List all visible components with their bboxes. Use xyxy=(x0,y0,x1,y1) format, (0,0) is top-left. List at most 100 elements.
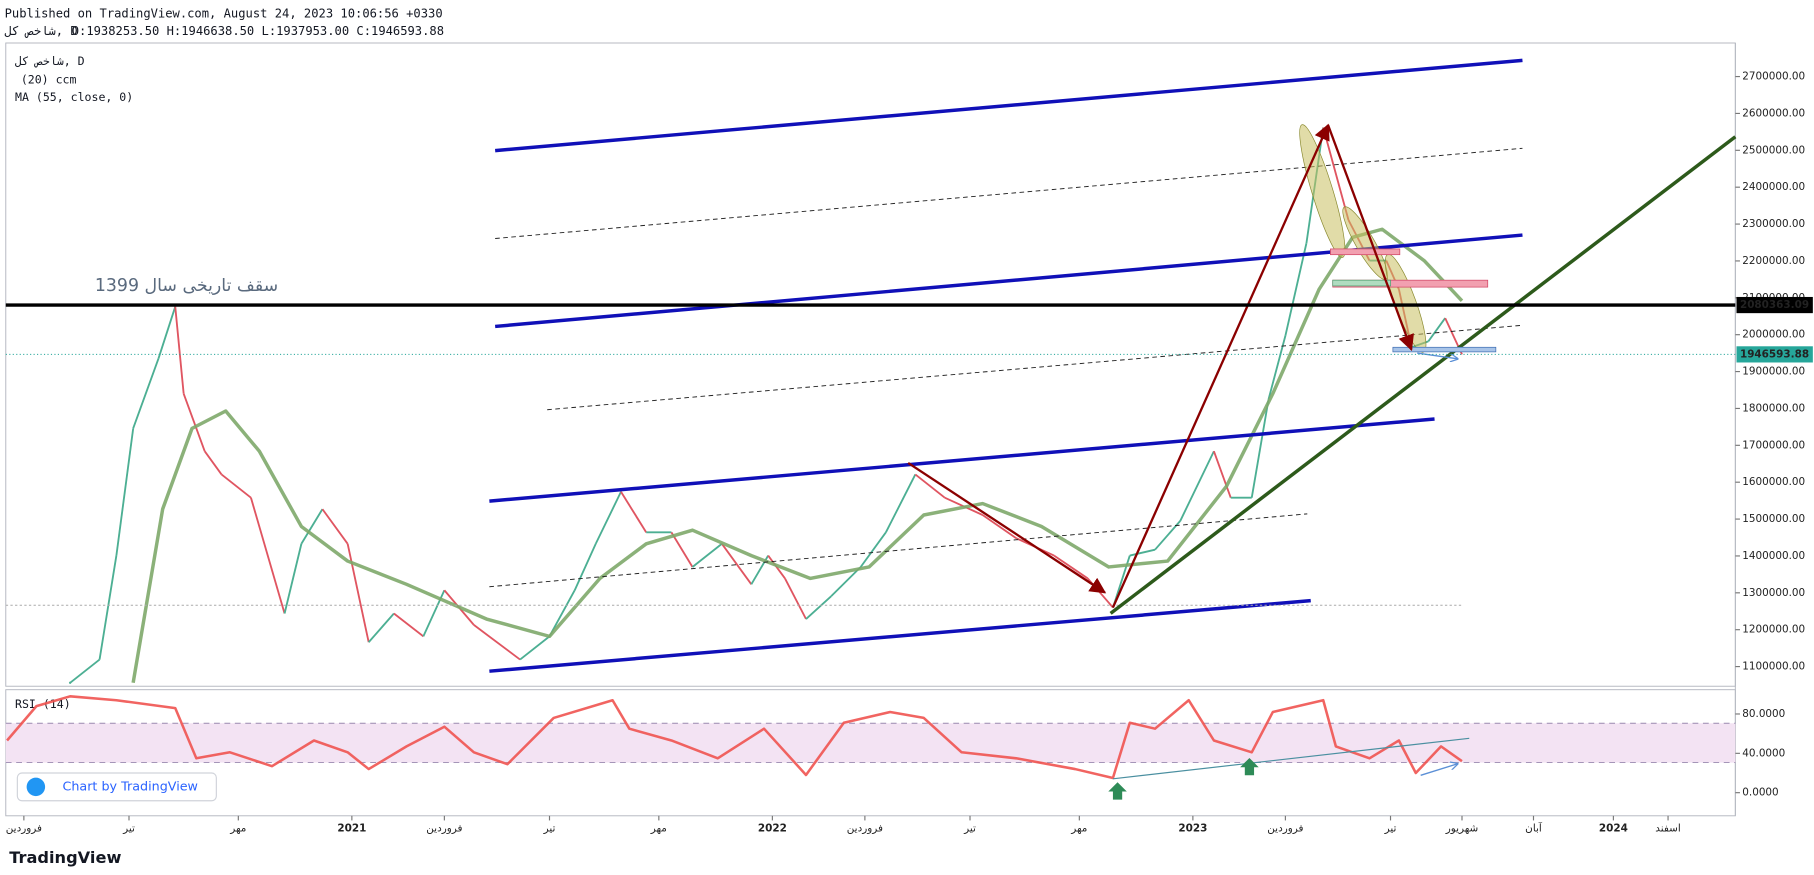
price-segment xyxy=(393,612,424,638)
y-tick-label: 0.0000 xyxy=(1742,787,1778,799)
price-segment xyxy=(594,491,622,545)
symbol: شاخص کل, D xyxy=(5,24,78,39)
rsi-line xyxy=(6,695,1463,780)
price-segment xyxy=(784,578,807,620)
price-segment xyxy=(157,306,177,359)
price-segment xyxy=(321,508,349,545)
price-segment xyxy=(830,566,862,597)
x-tick-label: فروردین xyxy=(1267,823,1303,835)
price-segment xyxy=(346,543,370,643)
badge-icon xyxy=(26,777,46,797)
price-segment xyxy=(721,543,753,585)
x-tick-label: تیر xyxy=(543,823,556,835)
y-tick-label: 1300000.00 xyxy=(1742,587,1805,599)
price-segment xyxy=(115,428,135,556)
x-tick-label: فروردین xyxy=(426,823,462,835)
price-segment xyxy=(691,543,723,568)
price-segment xyxy=(250,497,286,614)
price-segment xyxy=(982,514,1017,540)
price-segment xyxy=(473,624,521,661)
price-label: 2080363.09 xyxy=(1740,299,1809,311)
arrow xyxy=(1417,352,1457,359)
channel-line xyxy=(489,598,1311,673)
price-segment xyxy=(1213,450,1232,498)
price-segment xyxy=(670,531,694,568)
y-tick-label: 1600000.00 xyxy=(1742,476,1805,488)
price-label-box xyxy=(1736,296,1813,314)
y-tick-label: 2400000.00 xyxy=(1742,181,1805,193)
up-arrow-icon xyxy=(1108,782,1127,800)
price-segment xyxy=(1427,317,1446,342)
price-segment xyxy=(300,508,324,545)
price-segment xyxy=(805,595,832,620)
ma-line xyxy=(131,227,1464,684)
arrow xyxy=(1111,123,1330,609)
y-tick-label: 2200000.00 xyxy=(1742,255,1805,267)
up-arrow-icon xyxy=(1240,757,1259,776)
price-segment xyxy=(1053,554,1089,580)
x-tick-label: آبان xyxy=(1525,822,1543,835)
legend-ma: MA (55, close, 0) xyxy=(15,90,133,104)
drawings xyxy=(5,58,1737,800)
rsi-trend-line xyxy=(1112,737,1470,780)
price-pane xyxy=(5,42,1736,687)
price-segment xyxy=(182,393,206,452)
price-label: 1946593.88 xyxy=(1740,348,1809,360)
y-tick-label: 80.0000 xyxy=(1742,708,1785,720)
y-tick-label: 1800000.00 xyxy=(1742,402,1805,414)
zone xyxy=(1392,346,1497,353)
x-tick-label: اسفند xyxy=(1655,823,1680,835)
mid-line xyxy=(495,147,1523,239)
price-segment xyxy=(203,450,223,475)
price-segment xyxy=(620,491,648,533)
y-tick-label: 1200000.00 xyxy=(1742,624,1805,636)
annotation: 1399 سقف تاریخی سال xyxy=(95,276,278,296)
price-segment xyxy=(1129,548,1156,557)
price-segment xyxy=(220,473,252,499)
badge-text: Chart by TradingView xyxy=(62,778,197,793)
price-segment xyxy=(859,531,887,568)
rsi-band xyxy=(5,723,1736,763)
price-segment xyxy=(573,543,597,591)
price-segment xyxy=(98,555,118,660)
channel-line xyxy=(494,58,1523,153)
x-tick-label: فروردین xyxy=(6,823,42,835)
plot-layer xyxy=(6,127,1464,780)
price-segment xyxy=(548,589,576,637)
price-segment xyxy=(519,635,551,661)
x-tick-label: تیر xyxy=(963,823,976,835)
x-tick-label: فروردین xyxy=(847,823,883,835)
y-tick-label: 1400000.00 xyxy=(1742,550,1805,562)
price-segment xyxy=(1250,399,1270,498)
channel-line xyxy=(489,417,1435,503)
highlight xyxy=(1384,253,1427,353)
zone xyxy=(1330,248,1401,256)
price-label-box xyxy=(1736,346,1813,363)
x-tick-label: شهریور xyxy=(1445,823,1479,835)
price-segment xyxy=(367,612,395,643)
x-tick-label: مهر xyxy=(650,823,667,835)
arrow xyxy=(1420,764,1458,776)
trend-line xyxy=(1109,135,1737,615)
mid-line xyxy=(547,324,1523,411)
price-segment xyxy=(132,358,160,429)
mid-line xyxy=(489,513,1308,588)
price-segment xyxy=(885,474,917,533)
legend-indicator: (20) ccm xyxy=(21,73,77,87)
highlight xyxy=(1299,124,1346,258)
footer-logo: TradingView xyxy=(9,848,121,867)
x-tick-label: مهر xyxy=(1070,823,1087,835)
y-tick-label: 2700000.00 xyxy=(1742,71,1805,83)
price-segment xyxy=(1179,450,1215,522)
published-line: Published on TradingView.com, August 24,… xyxy=(5,7,443,21)
x-tick-label: تیر xyxy=(122,823,135,835)
x-tick-label: 2024 xyxy=(1599,823,1628,835)
price-segment xyxy=(914,473,946,499)
zone xyxy=(1332,279,1391,287)
y-tick-label: 2500000.00 xyxy=(1742,144,1805,156)
y-tick-label: 1900000.00 xyxy=(1742,366,1805,378)
price-segment xyxy=(174,306,185,394)
x-tick-label: 2021 xyxy=(337,823,366,835)
y-tick-label: 1700000.00 xyxy=(1742,439,1805,451)
